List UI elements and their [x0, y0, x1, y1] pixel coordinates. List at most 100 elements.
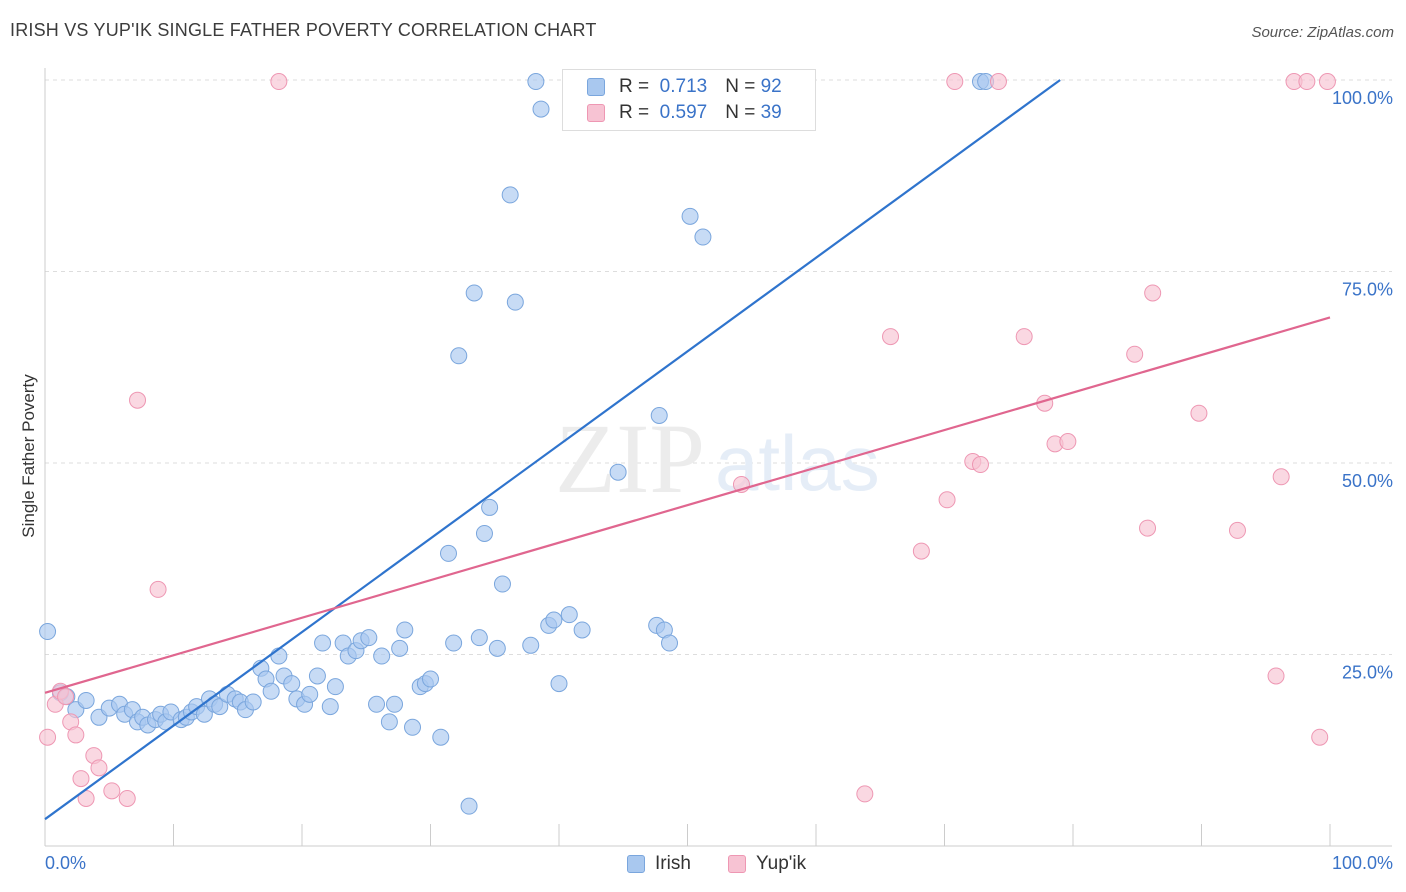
yupik-point [1059, 433, 1077, 451]
irish-point [262, 682, 280, 700]
irish-point [321, 698, 339, 716]
x-tick-label-max: 100.0% [1332, 853, 1393, 873]
irish-point [661, 634, 679, 652]
yupik-point [118, 790, 136, 808]
legend-r-label: R = [619, 102, 650, 123]
irish-point [573, 621, 591, 639]
bottom-legend-yupik: Yup'ik [728, 853, 806, 875]
yupik-swatch [728, 855, 746, 873]
irish-point [77, 691, 95, 709]
irish-point [360, 629, 378, 647]
y-tick-label: 75.0% [1342, 280, 1393, 300]
x-tick-label-min: 0.0% [45, 853, 86, 873]
irish-point [211, 698, 229, 716]
yupik-trend-line [44, 316, 1331, 694]
irish-point [308, 667, 326, 685]
irish-point [396, 621, 414, 639]
yupik-point [856, 785, 874, 803]
irish-point [432, 728, 450, 746]
irish-point [522, 636, 540, 654]
irish-point [195, 705, 213, 723]
irish-point [270, 647, 288, 665]
irish-point [460, 797, 478, 815]
legend-n-label: N = [725, 102, 756, 123]
irish-point [380, 713, 398, 731]
yupik-point [103, 782, 121, 800]
bottom-legend-label-irish: Irish [655, 853, 691, 874]
irish-point [532, 100, 550, 118]
irish-point [368, 695, 386, 713]
axis-layer [44, 68, 1392, 847]
irish-point [301, 685, 319, 703]
yupik-point [882, 328, 900, 346]
irish-point [422, 670, 439, 688]
trend-layer [44, 79, 1331, 821]
irish-point [694, 228, 712, 246]
irish-point [386, 695, 404, 713]
irish-point [475, 524, 493, 542]
yupik-point [39, 728, 57, 746]
yupik-point [1267, 667, 1285, 685]
yupik-point [1228, 521, 1246, 539]
grid-layer [45, 79, 1392, 655]
yupik-point [72, 770, 90, 788]
yupik-point [90, 759, 108, 777]
legend-n-value-yupik: 39 [760, 102, 782, 123]
y-tick-label: 25.0% [1342, 663, 1393, 683]
yupik-point [1015, 328, 1033, 346]
irish-point [404, 718, 422, 736]
yupik-point [1126, 345, 1144, 363]
source-label: Source: ZipAtlas.com [1251, 24, 1394, 41]
irish-point [493, 575, 511, 593]
irish-point [283, 675, 301, 693]
irish-point [650, 407, 668, 425]
yupik-swatch [587, 104, 605, 122]
irish-point [39, 623, 57, 641]
legend-r-label: R = [619, 76, 650, 97]
yupik-point [1144, 284, 1162, 302]
irish-swatch [627, 855, 645, 873]
yupik-point [946, 73, 964, 91]
irish-point [481, 498, 499, 516]
yupik-point [1318, 73, 1336, 91]
irish-point [326, 678, 344, 696]
irish-point [439, 544, 457, 562]
legend-r-value-irish: 0.713 [659, 76, 708, 97]
y-tick-label: 50.0% [1342, 471, 1393, 491]
yupik-point [1311, 728, 1329, 746]
irish-trend-line [44, 79, 1061, 821]
irish-point [391, 639, 409, 657]
watermark-zip: ZIP [555, 403, 705, 514]
correlation-legend: R = 0.713 N = 92 R = 0.597 N = 39 [562, 69, 816, 131]
irish-point [450, 347, 468, 365]
yupik-point [971, 456, 989, 474]
bottom-legend-label-yupik: Yup'ik [756, 853, 807, 874]
y-axis-title: Single Father Poverty [19, 374, 38, 538]
yupik-point [67, 726, 85, 744]
yupik-point [1272, 468, 1290, 486]
legend-row-yupik: R = 0.597 N = 39 [587, 101, 782, 125]
irish-point [501, 186, 519, 204]
irish-point [609, 463, 627, 481]
legend-row-irish: R = 0.713 N = 92 [587, 75, 782, 99]
labels-layer: 25.0% 50.0% 75.0% 100.0% 0.0% 100.0% Single Fa… [19, 88, 1393, 873]
legend-n-label: N = [725, 76, 756, 97]
yupik-point [938, 491, 956, 509]
chart-title: IRISH VS YUP'IK SINGLE FATHER POVERTY CO… [10, 20, 597, 40]
legend-r-value-yupik: 0.597 [659, 102, 708, 123]
legend-n-value-irish: 92 [760, 76, 782, 97]
irish-swatch [587, 78, 605, 96]
irish-point [560, 606, 578, 624]
yupik-point [57, 688, 75, 706]
irish-point [506, 293, 524, 311]
yupik-point [912, 542, 930, 560]
bottom-legend-irish: Irish [627, 853, 691, 875]
irish-point [550, 675, 568, 693]
yupik-point [149, 580, 167, 598]
irish-point [527, 73, 545, 91]
yupik-point [989, 73, 1007, 91]
y-tick-label: 100.0% [1332, 88, 1393, 108]
points-layer [39, 73, 1336, 815]
irish-point [314, 634, 332, 652]
